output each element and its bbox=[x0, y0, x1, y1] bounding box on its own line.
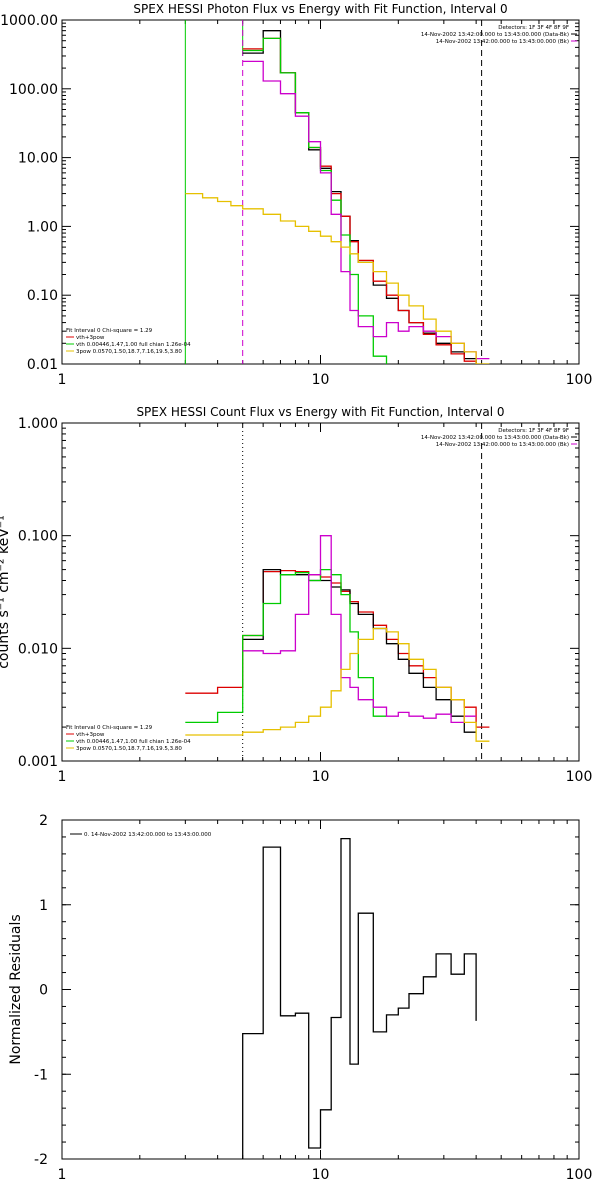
legend-entry: Fit Interval 0 Chi-square = 1.29 bbox=[66, 328, 153, 334]
plot-frame bbox=[61, 819, 580, 1160]
y-tick-label: 100.00 bbox=[9, 82, 58, 98]
series-line bbox=[185, 627, 490, 742]
legend-entry: 14-Nov-2002 13:42:00.000 to 13:43:00.000… bbox=[436, 442, 569, 448]
legend-entry: vth+3pow bbox=[76, 335, 105, 341]
y-tick-label: 2 bbox=[39, 813, 48, 829]
x-tick-label: 10 bbox=[312, 769, 330, 785]
legend-entry: 3pow 0.0570,1.50,18.7,7.16,19.5,3.80 bbox=[76, 746, 182, 752]
y-tick-label: 0.001 bbox=[18, 754, 58, 770]
x-tick-label: 10 bbox=[312, 372, 330, 388]
legend-entry: 14-Nov-2002 13:42:00.000 to 13:43:00.000… bbox=[421, 435, 569, 441]
series-line bbox=[185, 569, 490, 728]
y-tick-label: 10.00 bbox=[18, 151, 58, 167]
series-line bbox=[242, 37, 388, 364]
y-tick-label: 0.010 bbox=[18, 641, 58, 657]
y-tick-label: 0.10 bbox=[27, 288, 58, 304]
series-line bbox=[242, 37, 477, 364]
y-tick-label: 0.01 bbox=[27, 357, 58, 373]
residuals-panel: 1 10 100 -2 -1 0 1 2 Normalized Residuals 0. 14-N… bbox=[8, 813, 592, 1183]
y-tick-label: -1 bbox=[34, 1067, 48, 1083]
y-axis-label: counts s⁻¹ cm⁻² keV⁻¹ bbox=[0, 515, 12, 669]
plot-frame bbox=[61, 19, 580, 365]
photon-flux-panel: SPEX HESSI Photon Flux vs Energy with Fi… bbox=[0, 2, 592, 388]
series-line bbox=[242, 568, 477, 733]
legend-entry: Detectors: 1F 3F 4F 8F 9F bbox=[498, 428, 569, 434]
legend-entry: 0. 14-Nov-2002 13:42:00.000 to 13:43:00.… bbox=[84, 832, 212, 838]
chart-title: SPEX HESSI Photon Flux vs Energy with Fi… bbox=[133, 2, 507, 16]
legend-entry: 3pow 0.0570,1.50,18.7,7.16,19.5,3.80 bbox=[76, 349, 182, 355]
series-line bbox=[242, 837, 477, 1159]
legend-entry: Fit Interval 0 Chi-square = 1.29 bbox=[66, 725, 153, 731]
y-tick-label: 1.00 bbox=[27, 219, 58, 235]
legend-entry: vth 0.00446,1.47,1.00 full chian 1.26e-0… bbox=[76, 739, 191, 745]
series-line bbox=[242, 60, 490, 360]
legend-entry: vth+3pow bbox=[76, 732, 105, 738]
legend-entry: Detectors: 1F 3F 4F 8F 9F bbox=[498, 25, 569, 31]
x-tick-label: 100 bbox=[566, 769, 593, 785]
legend-entry: vth 0.00446,1.47,1.00 full chian 1.26e-0… bbox=[76, 342, 191, 348]
series-line bbox=[242, 535, 477, 724]
count-flux-panel: SPEX HESSI Count Flux vs Energy with Fit… bbox=[0, 405, 592, 785]
chart-title: SPEX HESSI Count Flux vs Energy with Fit… bbox=[136, 405, 504, 419]
y-axis-label: Normalized Residuals bbox=[8, 914, 24, 1064]
x-tick-label: 100 bbox=[566, 1167, 593, 1183]
x-tick-label: 1 bbox=[58, 372, 67, 388]
series-line bbox=[185, 568, 387, 724]
legend-entry: 14-Nov-2002 13:42:00.000 to 13:43:00.000… bbox=[436, 39, 569, 45]
y-tick-label: 1000.00 bbox=[0, 13, 58, 29]
y-tick-label: -2 bbox=[34, 1152, 48, 1168]
y-tick-label: 0 bbox=[39, 983, 48, 999]
x-tick-label: 100 bbox=[566, 372, 593, 388]
y-tick-label: 0.100 bbox=[18, 529, 58, 545]
x-tick-label: 10 bbox=[312, 1167, 330, 1183]
x-tick-label: 1 bbox=[58, 1167, 67, 1183]
legend-entry: 14-Nov-2002 13:42:00.000 to 13:43:00.000… bbox=[421, 32, 569, 38]
y-tick-label: 1.000 bbox=[18, 416, 58, 432]
x-tick-label: 1 bbox=[58, 769, 67, 785]
series-line bbox=[185, 192, 490, 364]
y-tick-label: 1 bbox=[39, 898, 48, 914]
